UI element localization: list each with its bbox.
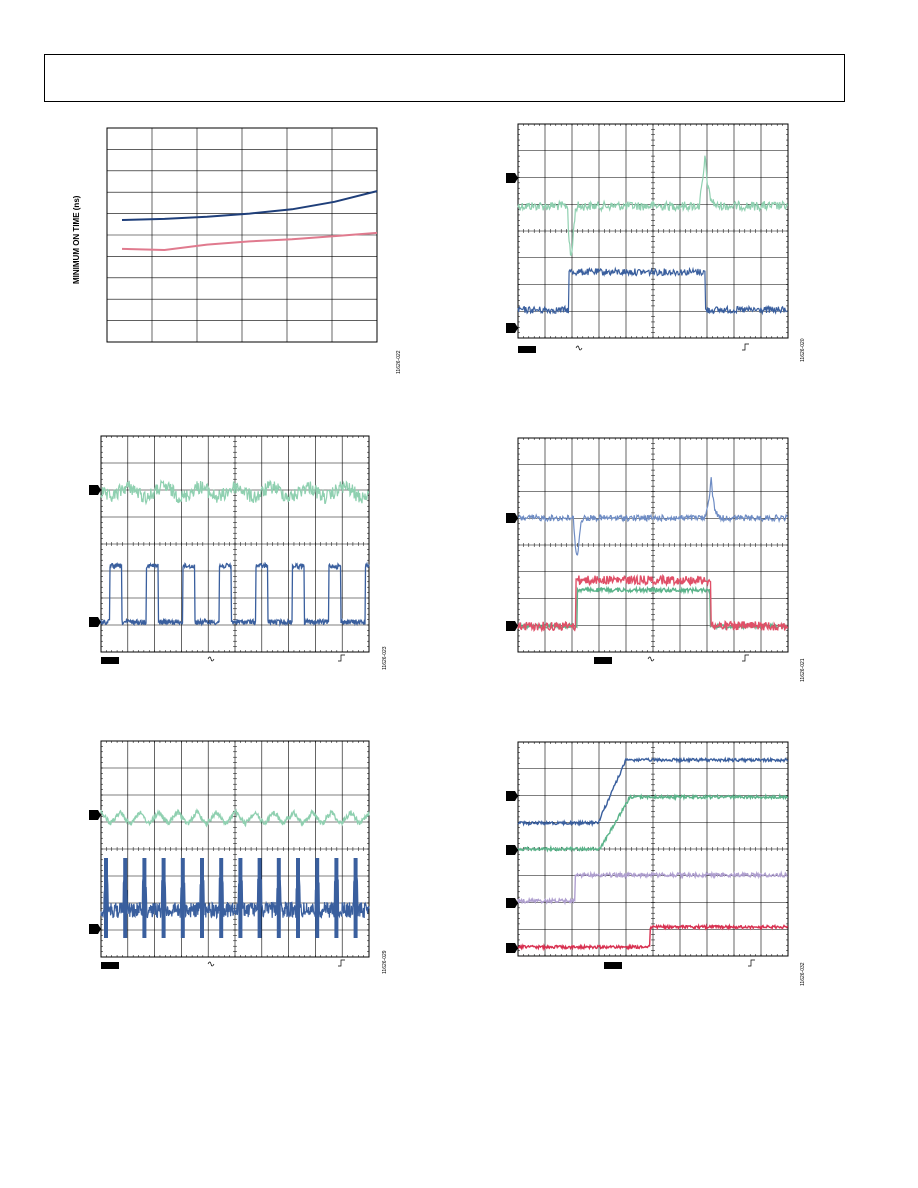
series-line-upper xyxy=(121,190,378,221)
page-header-box xyxy=(44,54,845,102)
trigger-edge-symbol xyxy=(338,959,345,967)
trace-mint xyxy=(100,479,370,506)
trace-lavender xyxy=(517,870,789,906)
trace-green xyxy=(517,793,789,853)
trace-steel xyxy=(517,266,788,316)
coupling-symbol xyxy=(647,656,655,662)
trigger-edge-symbol xyxy=(742,343,749,351)
chart-minimum-on-time xyxy=(106,127,378,343)
coupling-symbol xyxy=(575,345,583,351)
trace-mint xyxy=(517,155,789,257)
channel-marker xyxy=(506,898,518,908)
channel-marker xyxy=(89,617,101,627)
switching-burst xyxy=(353,858,358,938)
switching-burst xyxy=(219,858,224,938)
switching-burst xyxy=(142,858,147,938)
scope-readout-box xyxy=(101,962,119,969)
trace-steel xyxy=(100,561,370,627)
switching-burst xyxy=(238,858,243,938)
scope-readout-box xyxy=(594,657,612,664)
channel-marker xyxy=(506,323,518,333)
scope-readout-box xyxy=(101,657,119,664)
trace-periwinkle xyxy=(517,477,789,556)
channel-marker xyxy=(89,810,101,820)
trace-mint xyxy=(100,808,370,828)
scope-capture-20 xyxy=(506,123,789,353)
channel-marker xyxy=(506,173,518,183)
coupling-symbol xyxy=(207,656,215,662)
switching-burst xyxy=(123,858,128,938)
channel-marker xyxy=(506,513,518,523)
switching-burst xyxy=(161,858,166,938)
channel-marker xyxy=(506,845,518,855)
channel-marker xyxy=(506,791,518,801)
trace-crimson xyxy=(517,923,789,952)
trace-red xyxy=(517,573,789,633)
scope-readout-box xyxy=(604,962,622,969)
trace-steel xyxy=(517,756,789,828)
switching-burst xyxy=(200,858,204,938)
trigger-edge-symbol xyxy=(742,654,749,662)
channel-marker xyxy=(89,485,101,495)
switching-burst xyxy=(257,858,262,938)
trigger-edge-symbol xyxy=(338,654,345,662)
scope-capture-32 xyxy=(506,741,789,969)
scope-capture-21 xyxy=(506,437,789,664)
channel-marker xyxy=(506,621,518,631)
series-line-lower xyxy=(121,231,378,252)
scope-readout-box xyxy=(518,346,536,353)
switching-burst xyxy=(296,858,300,938)
trigger-edge-symbol xyxy=(748,959,755,967)
coupling-symbol xyxy=(207,961,215,967)
channel-marker xyxy=(506,943,518,953)
switching-burst xyxy=(315,858,320,938)
switching-burst xyxy=(180,858,185,938)
switching-burst xyxy=(104,858,108,938)
scope-capture-23 xyxy=(89,435,370,664)
scope-capture-29 xyxy=(89,740,370,969)
channel-marker xyxy=(89,924,101,934)
switching-burst xyxy=(334,858,339,938)
switching-burst xyxy=(276,858,281,938)
